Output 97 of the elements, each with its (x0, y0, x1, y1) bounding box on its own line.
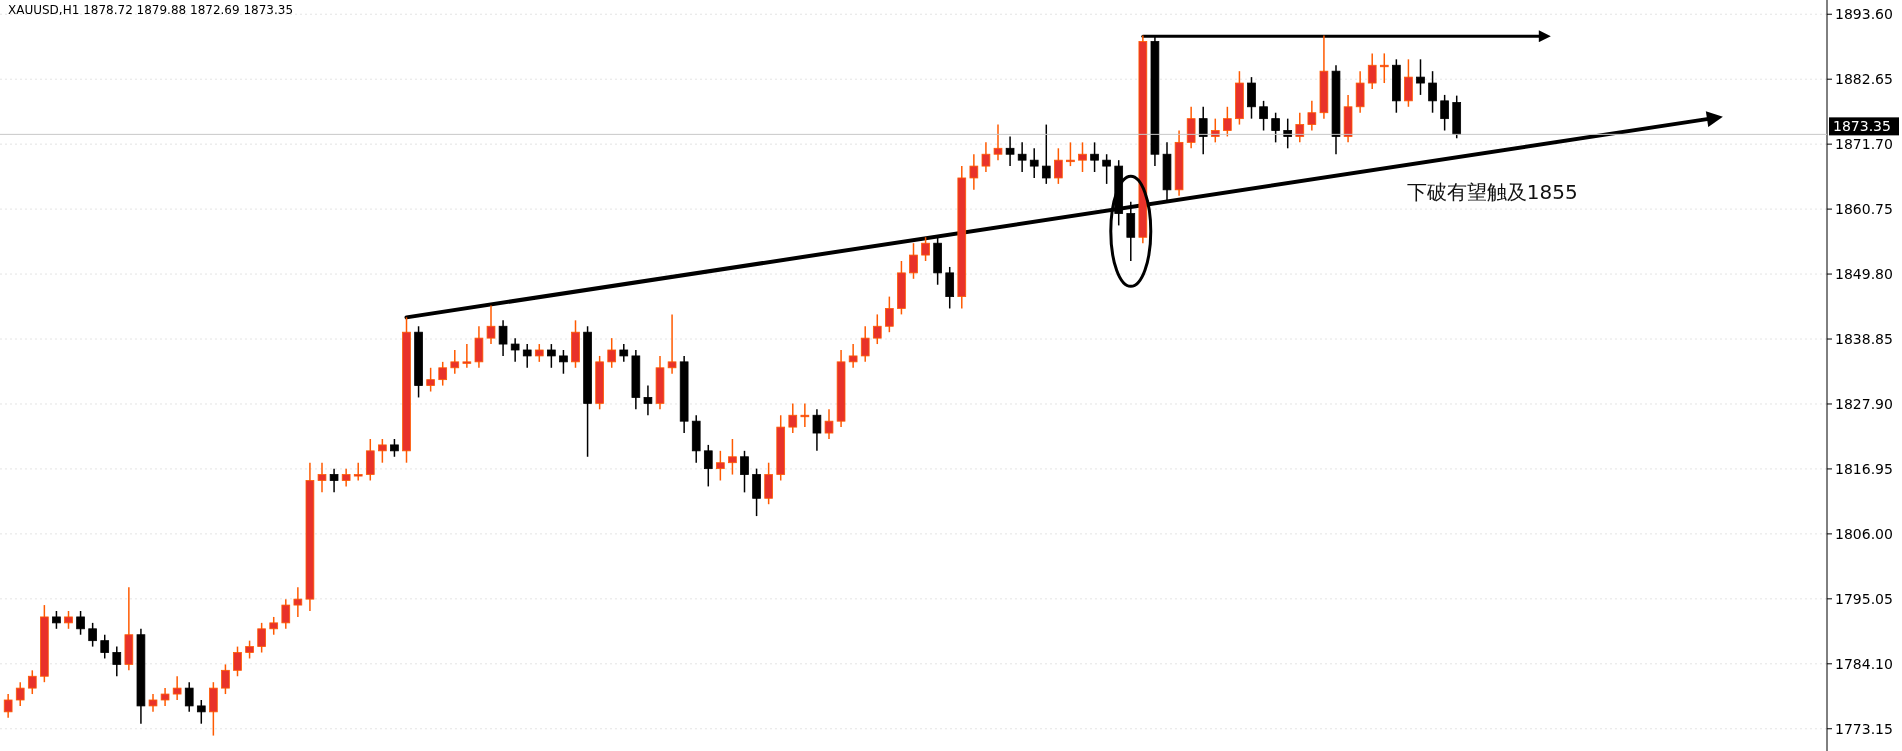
candlestick (1307, 100, 1317, 132)
candlestick (1440, 94, 1449, 132)
candlestick (981, 141, 991, 173)
candlestick (921, 236, 930, 262)
y-tick-label: 1860.75 (1835, 201, 1893, 218)
candlestick (1066, 141, 1075, 167)
candlestick (498, 319, 508, 357)
candlestick (196, 699, 206, 725)
y-tick-label: 1871.70 (1835, 136, 1893, 153)
candlestick (1102, 153, 1111, 185)
candlestick (1029, 147, 1039, 179)
candlestick (233, 645, 242, 678)
candlestick (1428, 70, 1437, 114)
candlestick (474, 325, 484, 369)
candlestick (1186, 106, 1196, 150)
candlestick (1041, 123, 1051, 185)
candlestick (1247, 76, 1256, 120)
candlestick (1283, 117, 1293, 150)
candlestick (1271, 111, 1280, 144)
candlestick (462, 343, 472, 369)
candlestick (643, 384, 653, 416)
candlestick (812, 408, 822, 452)
candlestick (1017, 141, 1027, 173)
candlestick (27, 669, 37, 695)
y-tick-label: 1816.95 (1835, 460, 1893, 477)
candlestick (1259, 100, 1268, 132)
candlestick (486, 304, 496, 345)
candlestick (1198, 106, 1208, 155)
candlestick (510, 337, 520, 363)
candlestick (221, 663, 230, 695)
candlestick (353, 461, 363, 482)
candlestick (257, 622, 266, 654)
y-tick-label: 1849.80 (1835, 265, 1893, 282)
candlestick (969, 153, 979, 191)
y-tick-label: 1893.60 (1835, 6, 1893, 23)
candlestick (716, 450, 725, 482)
candlestick (1210, 117, 1220, 144)
candlestick (547, 343, 556, 369)
candlestick (860, 325, 870, 363)
candlestick (438, 361, 448, 387)
candlestick (800, 402, 810, 428)
candlestick (281, 598, 291, 630)
y-tick-label: 1784.10 (1835, 655, 1893, 672)
y-tick-label: 1882.65 (1835, 71, 1893, 88)
candlestick (667, 313, 677, 375)
y-tick-label: 1838.85 (1835, 330, 1893, 347)
candlestick (209, 681, 218, 737)
candlestick (112, 645, 122, 678)
candlestick (1054, 147, 1063, 185)
candlestick (1355, 70, 1365, 114)
candlestick (885, 295, 894, 333)
candlestick (788, 402, 798, 434)
candlestick (88, 622, 97, 648)
candlestick (909, 242, 918, 280)
candlestick (15, 681, 25, 707)
candlestick (703, 444, 713, 488)
candlestick (3, 693, 13, 719)
candlestick (1404, 58, 1413, 108)
candlestick (559, 349, 568, 375)
candlestick (752, 467, 761, 517)
candlestick (1005, 135, 1015, 167)
candlestick (1379, 52, 1389, 84)
candlestick (1295, 111, 1305, 144)
candlestick (728, 438, 737, 476)
candlestick (293, 586, 303, 618)
candlestick (740, 450, 749, 494)
candlestick (1367, 52, 1377, 90)
candlestick (945, 266, 955, 310)
annotation: 下破有望触及1855 (1406, 180, 1578, 205)
y-tick-label: 1827.90 (1835, 395, 1893, 412)
candlestick (365, 438, 375, 482)
candlestick (824, 408, 834, 440)
candlestick (450, 349, 460, 375)
candlestick (184, 681, 194, 713)
candlestick (172, 675, 182, 701)
y-tick-label: 1795.05 (1835, 590, 1893, 607)
candlestick (993, 123, 1003, 161)
candlestick (317, 461, 327, 494)
candlestick (329, 467, 339, 494)
candlestick (764, 461, 773, 505)
candlestick (76, 610, 85, 636)
candlestick (848, 343, 858, 369)
candlestick (607, 337, 617, 369)
candlestick (1416, 58, 1425, 96)
candlestick (1090, 141, 1099, 173)
candlestick (378, 438, 387, 464)
y-tick-label: 1806.00 (1835, 525, 1893, 542)
candlestick (872, 313, 882, 345)
candlestick (1223, 106, 1232, 138)
candlestick (1078, 141, 1087, 173)
ref-line-label: 1873.35 (1833, 118, 1891, 135)
chart-title: XAUUSD,H1 1878.72 1879.88 1872.69 1873.35 (8, 3, 294, 17)
candlestick (522, 343, 532, 369)
candlestick (426, 367, 435, 393)
candlestick (100, 633, 110, 660)
candlestick (1126, 200, 1136, 262)
y-tick-label: 1773.15 (1835, 720, 1893, 737)
